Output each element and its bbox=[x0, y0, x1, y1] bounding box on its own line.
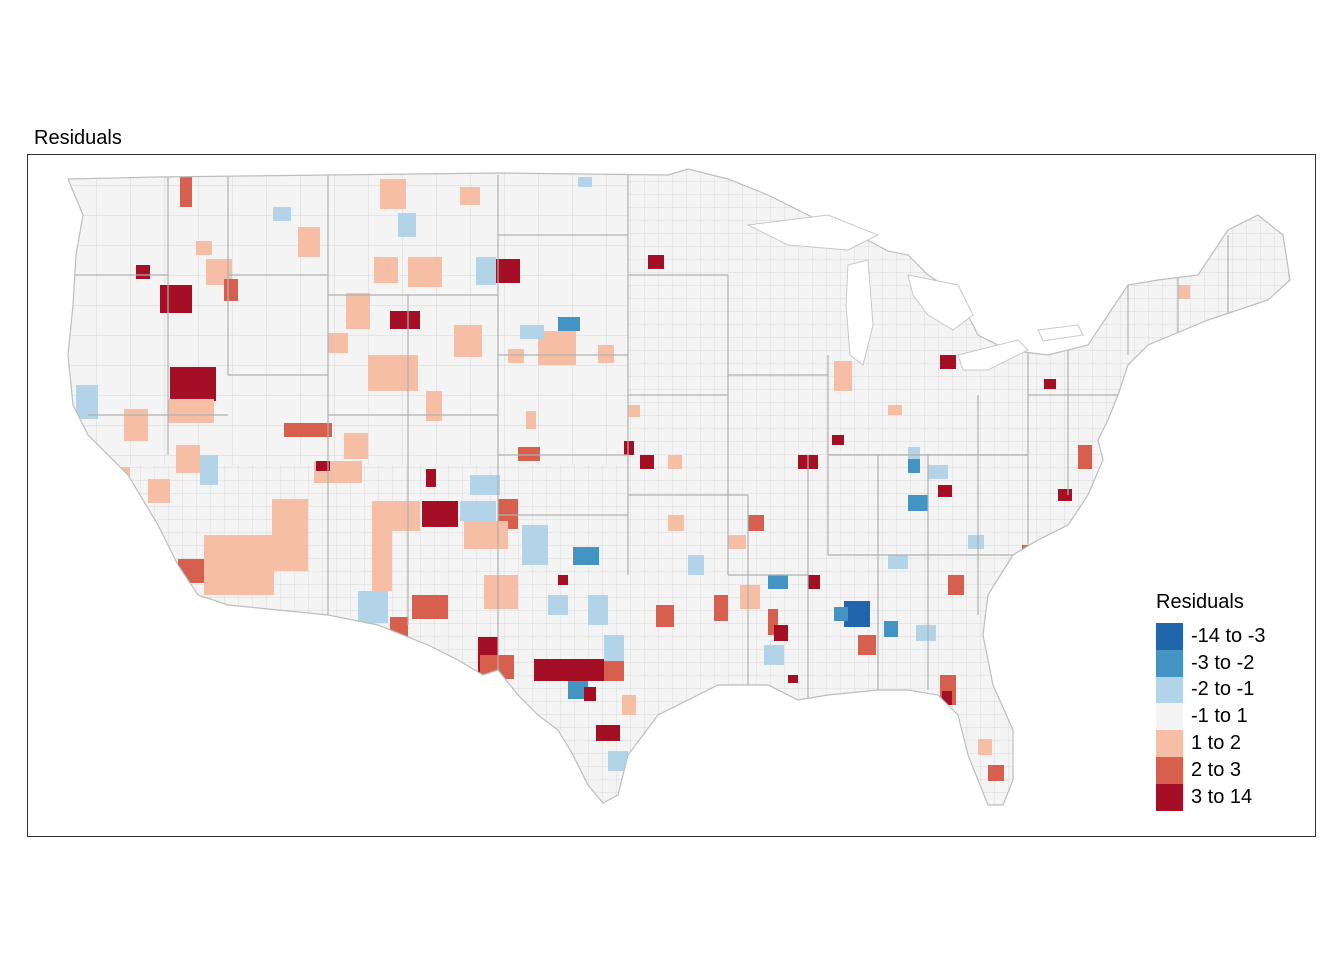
legend-label: -3 to -2 bbox=[1191, 651, 1255, 674]
great-lakes bbox=[746, 214, 1084, 371]
legend-swatch bbox=[1156, 703, 1183, 731]
legend-label: -1 to 1 bbox=[1191, 705, 1248, 728]
legend-label: 1 to 2 bbox=[1191, 732, 1242, 755]
legend-label: 2 to 3 bbox=[1191, 758, 1242, 781]
legend-swatch bbox=[1156, 649, 1183, 677]
county-residual-fills bbox=[76, 177, 1190, 781]
legend-title: Residuals bbox=[1156, 591, 1244, 613]
map-legend: Residuals -14 to -3 -3 to -2 -2 to -1 -1 to… bbox=[1156, 591, 1265, 811]
legend-item: -1 to 1 bbox=[1156, 703, 1265, 731]
legend-item: 3 to 14 bbox=[1156, 783, 1265, 811]
legend-label: -14 to -3 bbox=[1191, 624, 1266, 647]
legend-label: -2 to -1 bbox=[1191, 678, 1255, 701]
legend-item: -2 to -1 bbox=[1156, 676, 1265, 704]
us-landmass bbox=[68, 169, 1290, 805]
legend-swatch bbox=[1156, 756, 1183, 784]
legend-swatch bbox=[1156, 676, 1183, 704]
legend-swatch bbox=[1156, 730, 1183, 757]
legend-item: 1 to 2 bbox=[1156, 730, 1265, 757]
legend-swatch bbox=[1156, 783, 1183, 811]
map-title: Residuals bbox=[34, 127, 122, 149]
legend-item: -3 to -2 bbox=[1156, 649, 1265, 677]
state-borders bbox=[68, 175, 1229, 700]
legend-label: 3 to 14 bbox=[1191, 785, 1253, 808]
legend-item: -14 to -3 bbox=[1156, 623, 1265, 650]
legend-swatch bbox=[1156, 623, 1183, 650]
county-map bbox=[67, 168, 1291, 806]
legend-items: -14 to -3 -3 to -2 -2 to -1 -1 to 1 1 to 2 2 … bbox=[1156, 623, 1265, 811]
legend-item: 2 to 3 bbox=[1156, 756, 1265, 784]
map-panel bbox=[27, 154, 1316, 837]
